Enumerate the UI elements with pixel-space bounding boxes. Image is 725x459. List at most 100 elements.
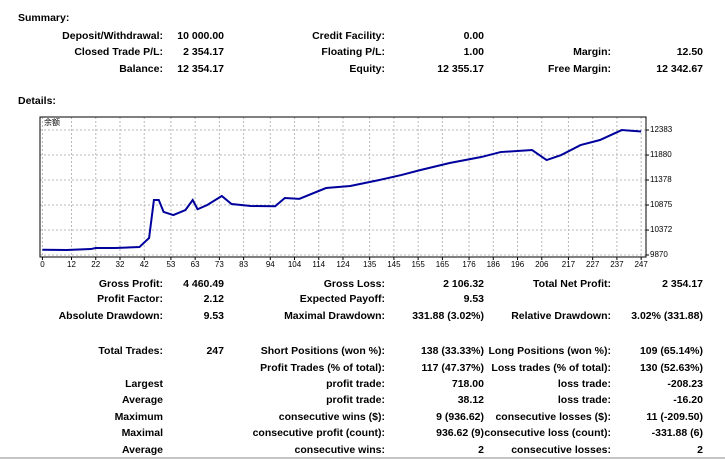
plot-frame bbox=[39, 116, 647, 258]
label: Maximal Drawdown: bbox=[284, 310, 385, 322]
label: loss trade: bbox=[558, 378, 611, 390]
label: consecutive profit (count): bbox=[253, 427, 385, 439]
y-tick-label: 11880 bbox=[650, 150, 672, 159]
x-tick-label: 104 bbox=[288, 260, 302, 269]
value: 9.53 bbox=[204, 310, 225, 322]
x-tick-label: 0 bbox=[40, 260, 45, 269]
x-tick-label: 247 bbox=[634, 260, 648, 269]
x-tick-label: 114 bbox=[312, 260, 325, 269]
value: 2 bbox=[478, 444, 484, 456]
x-tick-label: 186 bbox=[487, 260, 501, 269]
value: 3.02% (331.88) bbox=[631, 310, 703, 322]
value: 130 (52.63%) bbox=[640, 362, 703, 374]
x-tick-label: 196 bbox=[511, 260, 525, 269]
label: Closed Trade P/L: bbox=[74, 46, 163, 58]
label: Free Margin: bbox=[548, 63, 611, 75]
label: Margin: bbox=[573, 46, 611, 58]
label: profit trade: bbox=[326, 378, 385, 390]
value: -331.88 (6) bbox=[652, 427, 703, 439]
label: consecutive wins ($): bbox=[279, 411, 385, 423]
label: Equity: bbox=[349, 63, 385, 75]
value: 12 342.67 bbox=[656, 63, 703, 75]
y-tick-label: 10875 bbox=[650, 200, 673, 209]
value: 10 000.00 bbox=[177, 30, 224, 42]
label: Gross Profit: bbox=[99, 278, 163, 290]
x-tick-label: 217 bbox=[562, 260, 576, 269]
x-tick-label: 53 bbox=[166, 260, 175, 269]
value: 12 354.17 bbox=[177, 63, 224, 75]
x-tick-label: 135 bbox=[363, 260, 377, 269]
label: Average bbox=[122, 394, 163, 406]
x-tick-label: 155 bbox=[411, 260, 425, 269]
label: Short Positions (won %): bbox=[261, 345, 385, 357]
label: consecutive loss (count): bbox=[484, 427, 611, 439]
x-tick-label: 32 bbox=[116, 260, 125, 269]
value: 9 (936.62) bbox=[436, 411, 484, 423]
summary-title: Summary: bbox=[18, 12, 69, 24]
x-tick-label: 42 bbox=[140, 260, 149, 269]
label: Long Positions (won %): bbox=[489, 345, 611, 357]
x-tick-label: 227 bbox=[586, 260, 600, 269]
value: 718.00 bbox=[452, 378, 484, 390]
label: Total Net Profit: bbox=[533, 278, 611, 290]
label: Profit Trades (% of total): bbox=[260, 362, 385, 374]
value: 936.62 (9) bbox=[436, 427, 484, 439]
x-tick-label: 83 bbox=[239, 260, 248, 269]
value: 2 354.17 bbox=[662, 278, 703, 290]
x-tick-label: 176 bbox=[462, 260, 476, 269]
value: 2.12 bbox=[204, 293, 225, 305]
label: profit trade: bbox=[326, 394, 385, 406]
label: Balance: bbox=[119, 63, 163, 75]
x-tick-label: 165 bbox=[436, 260, 450, 269]
value: 138 (33.33%) bbox=[421, 345, 484, 357]
x-tick-label: 94 bbox=[266, 260, 275, 269]
x-tick-label: 124 bbox=[336, 260, 350, 269]
label: loss trade: bbox=[558, 394, 611, 406]
value: 12.50 bbox=[677, 46, 703, 58]
details-title: Details: bbox=[18, 95, 56, 107]
x-tick-label: 12 bbox=[67, 260, 76, 269]
value: 0.00 bbox=[464, 30, 485, 42]
label: Maximal bbox=[122, 427, 164, 439]
value: 4 460.49 bbox=[183, 278, 224, 290]
value: -208.23 bbox=[667, 378, 703, 390]
value: 9.53 bbox=[464, 293, 485, 305]
label: Deposit/Withdrawal: bbox=[62, 30, 163, 42]
label: Expected Payoff: bbox=[300, 293, 385, 305]
label: Loss trades (% of total): bbox=[491, 362, 611, 374]
y-tick-label: 11378 bbox=[650, 175, 672, 184]
value: 2 106.32 bbox=[443, 278, 484, 290]
y-tick-label: 9870 bbox=[650, 250, 668, 259]
balance-line bbox=[42, 129, 642, 252]
value: 331.88 (3.02%) bbox=[412, 310, 484, 322]
y-tick-label: 10372 bbox=[650, 225, 673, 234]
x-tick-label: 73 bbox=[215, 260, 224, 269]
label: Floating P/L: bbox=[321, 46, 385, 58]
value: 2 354.17 bbox=[183, 46, 224, 58]
label: Relative Drawdown: bbox=[511, 310, 611, 322]
label: consecutive wins: bbox=[295, 444, 385, 456]
x-tick-label: 22 bbox=[91, 260, 100, 269]
value: 247 bbox=[206, 345, 224, 357]
x-tick-label: 237 bbox=[610, 260, 624, 269]
label: Absolute Drawdown: bbox=[59, 310, 163, 322]
value: 38.12 bbox=[458, 394, 484, 406]
label: Maximum bbox=[115, 411, 163, 423]
value: 117 (47.37%) bbox=[422, 362, 484, 374]
value: 1.00 bbox=[464, 46, 485, 58]
label: Largest bbox=[125, 378, 163, 390]
value: 11 (-209.50) bbox=[646, 411, 703, 423]
label: Gross Loss: bbox=[324, 278, 385, 290]
value: 109 (65.14%) bbox=[640, 345, 703, 357]
label: Total Trades: bbox=[98, 345, 163, 357]
x-tick-label: 145 bbox=[387, 260, 401, 269]
x-tick-label: 63 bbox=[191, 260, 200, 269]
label: Credit Facility: bbox=[312, 30, 385, 42]
label: Average bbox=[122, 444, 163, 456]
legend-label: 余额 bbox=[44, 117, 60, 127]
value: -16.20 bbox=[673, 394, 703, 406]
y-tick-label: 12383 bbox=[650, 125, 673, 134]
value: 2 bbox=[697, 444, 703, 456]
x-tick-label: 206 bbox=[535, 260, 549, 269]
